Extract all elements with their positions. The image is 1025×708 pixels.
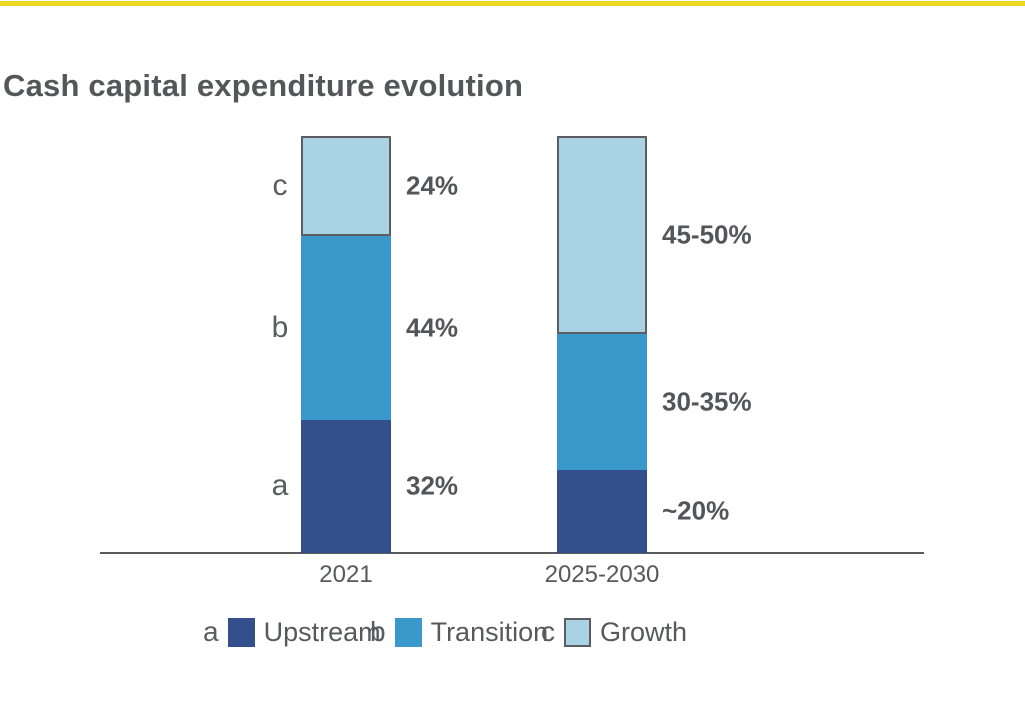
legend-label-growth: Growth [600, 616, 688, 647]
value-label-growth-2021: 24% [406, 170, 459, 201]
value-label-upstream-2021: 32% [406, 470, 459, 501]
legend-item-upstream: a Upstream [203, 616, 381, 648]
bar-segment-upstream-2021 [301, 419, 391, 553]
value-label-transition-2025-2030: 30-35% [662, 386, 752, 417]
legend-swatch-upstream-icon [227, 617, 255, 647]
legend-item-growth: c Growth [541, 616, 687, 648]
x-axis-line [100, 552, 924, 554]
category-label-2021: 2021 [319, 561, 373, 588]
legend-letter-c: c [541, 616, 555, 647]
legend-letter-b: b [370, 616, 386, 647]
value-label-transition-2021: 44% [406, 312, 459, 343]
page-title: Cash capital expenditure evolution [3, 67, 524, 103]
value-label-growth-2025-2030: 45-50% [662, 219, 752, 250]
bar-segment-growth-2021 [301, 136, 391, 237]
series-letter-a: a [271, 469, 289, 503]
bar-segment-upstream-2025-2030 [557, 469, 647, 553]
legend-label-upstream: Upstream [263, 616, 381, 647]
top-accent-bar [0, 1, 1025, 6]
legend-letter-a: a [203, 616, 219, 647]
legend-swatch-transition-icon [394, 617, 422, 647]
series-letter-b: b [271, 310, 289, 344]
bar-segment-transition-2021 [301, 236, 391, 420]
bar-segment-growth-2025-2030 [557, 136, 647, 335]
legend-swatch-growth-icon [564, 617, 591, 647]
legend-label-transition: Transition [430, 616, 549, 647]
value-label-upstream-2025-2030: ~20% [662, 495, 730, 526]
bar-segment-transition-2025-2030 [557, 334, 647, 470]
series-letter-c: c [272, 169, 288, 203]
category-label-2025-2030: 2025-2030 [544, 561, 660, 588]
legend-item-transition: b Transition [370, 616, 548, 648]
